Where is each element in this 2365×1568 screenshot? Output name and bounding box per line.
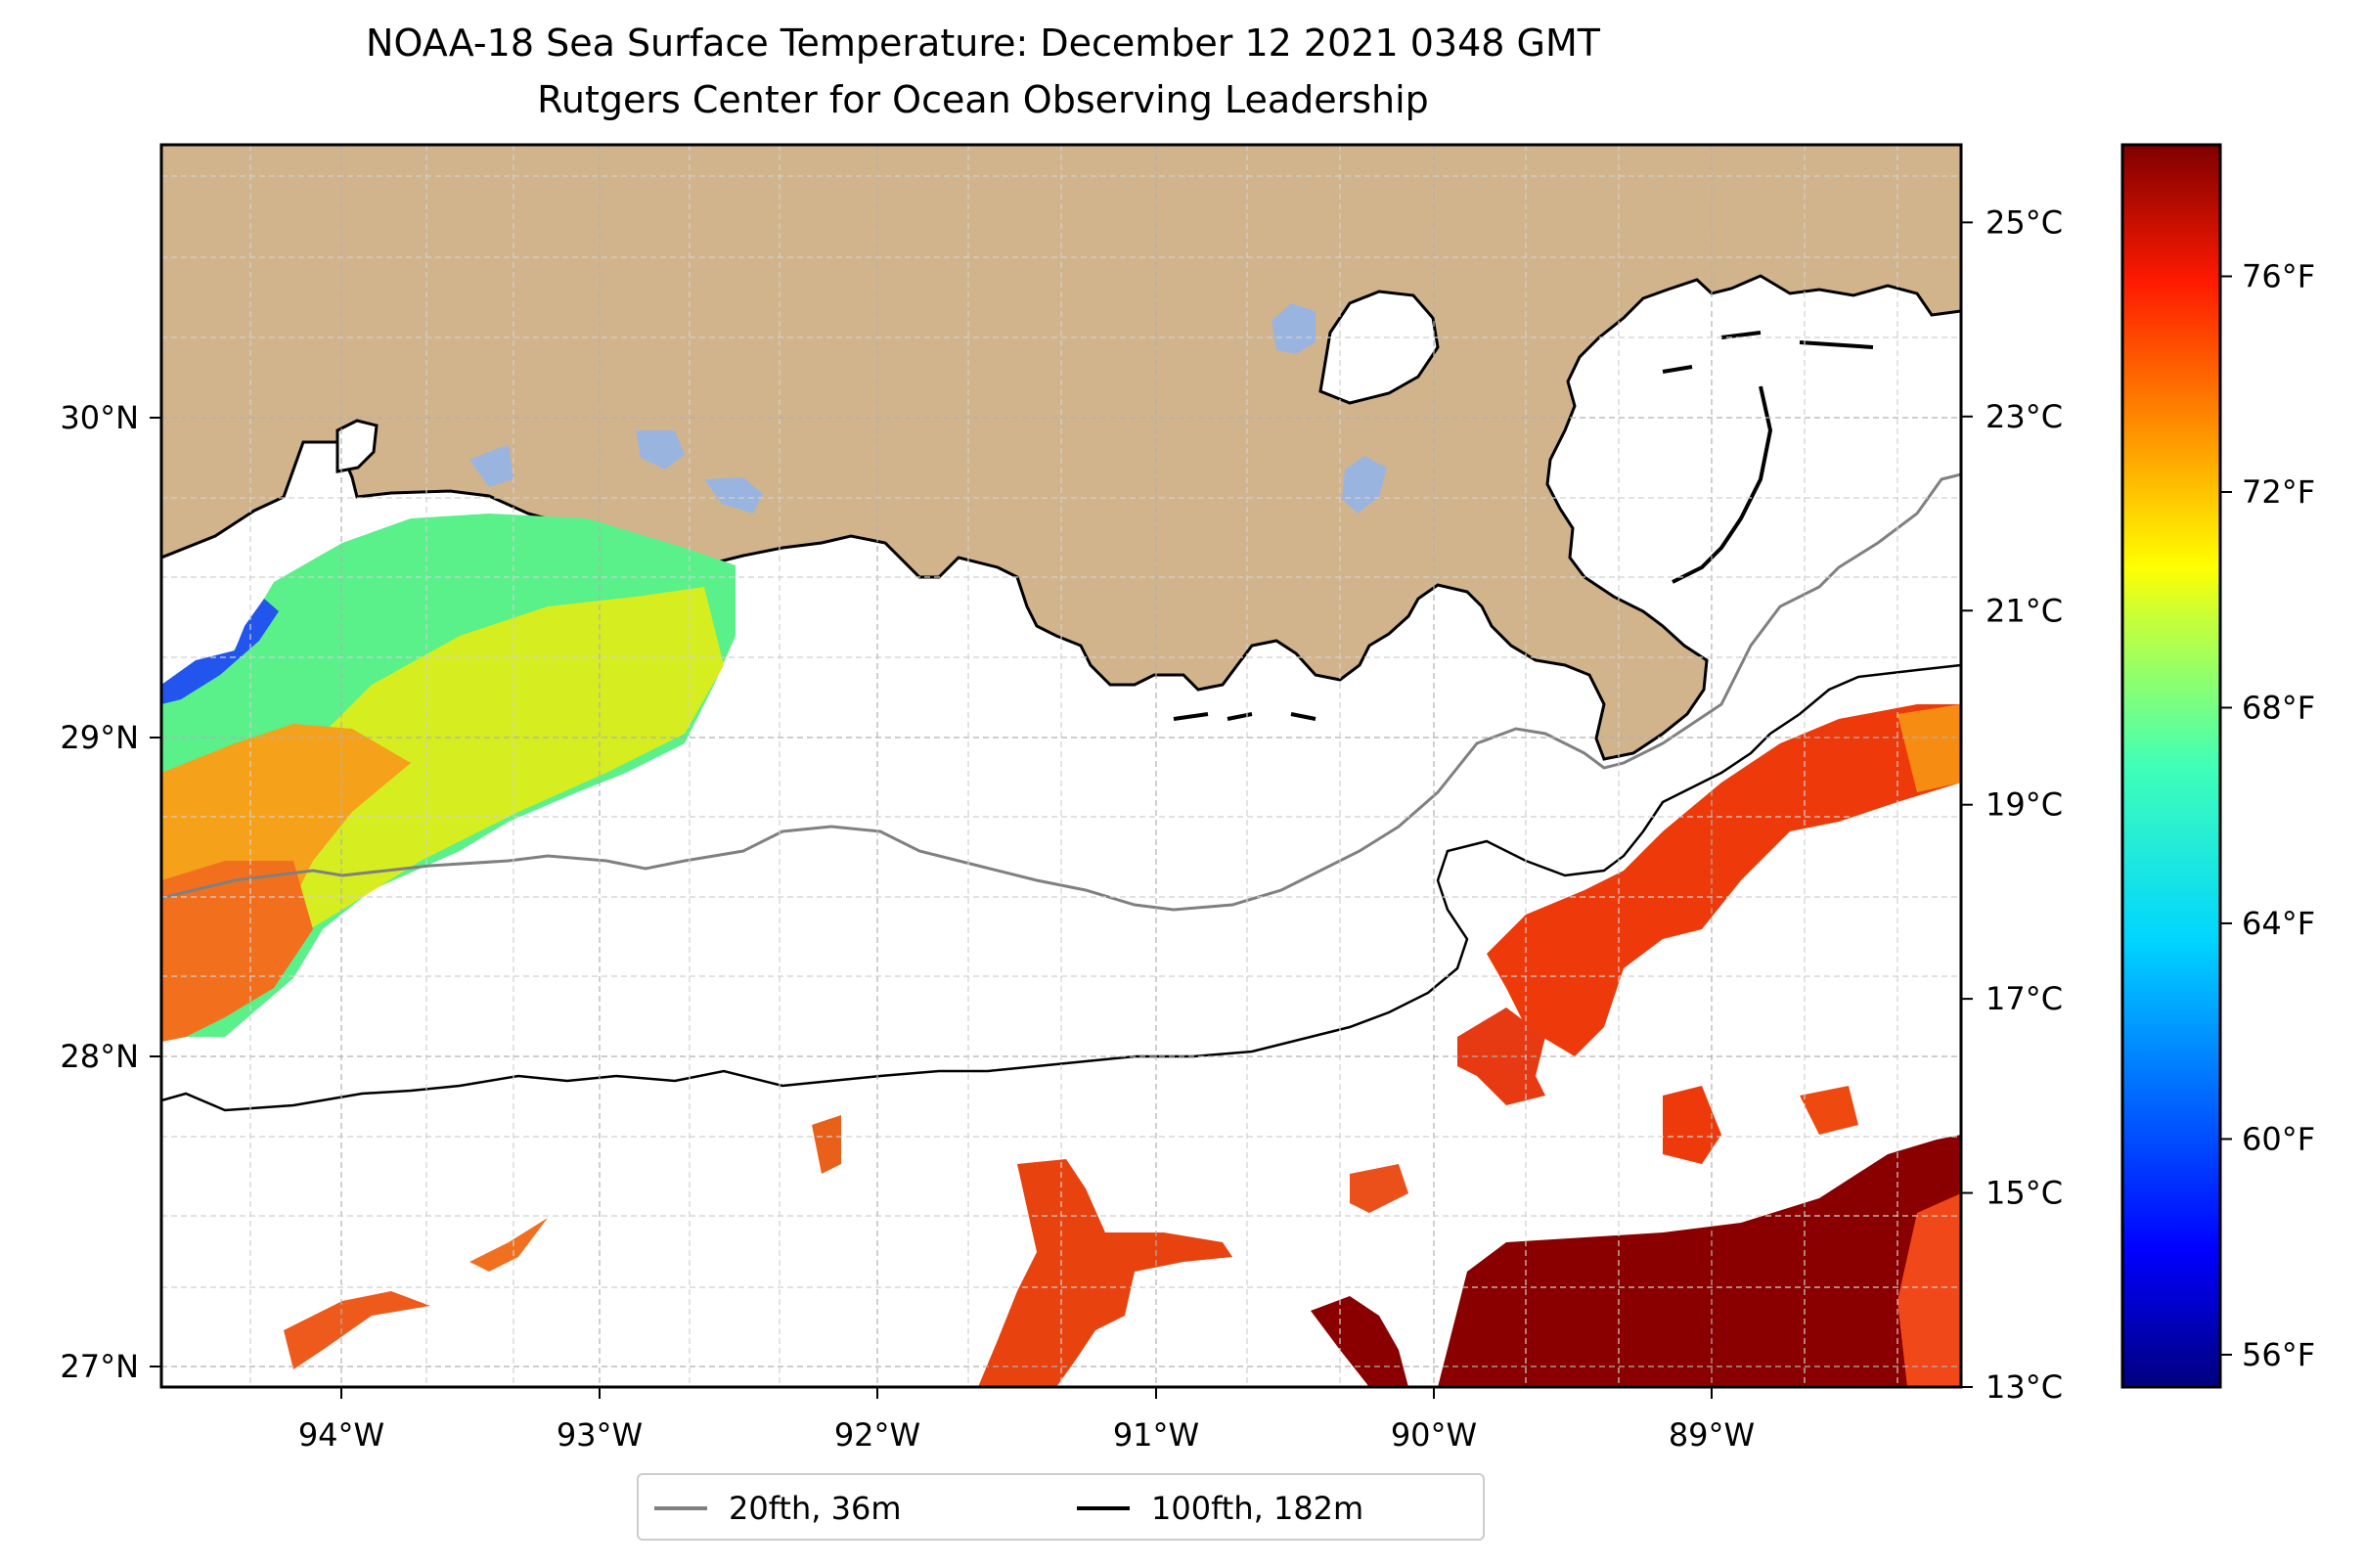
- lake-salvador: [1342, 456, 1387, 514]
- lon-tick-label: 90°W: [1391, 1416, 1477, 1454]
- celsius-tick-label: 15°C: [1986, 1175, 2063, 1212]
- map-subtitle: Rutgers Center for Ocean Observing Leade…: [537, 78, 1429, 121]
- isobath-legend: 20fth, 36m 100fth, 182m: [637, 1473, 1485, 1541]
- lon-tick-label: 92°W: [834, 1416, 920, 1454]
- sst-swath-west-red: [161, 861, 313, 1042]
- legend-item: 100fth, 182m: [1077, 1487, 1363, 1530]
- lat-tick-label: 28°N: [60, 1038, 139, 1075]
- lon-tick-label: 94°W: [298, 1416, 384, 1454]
- lake-calcasieu: [335, 419, 379, 473]
- sst-patch-small-2: [1800, 1086, 1858, 1135]
- sst-patch-east-warm: [1487, 704, 1961, 1056]
- legend-label: 20fth, 36m: [729, 1490, 902, 1527]
- sst-patch-small-3: [812, 1115, 841, 1174]
- sst-swath-west-yellow: [293, 587, 724, 939]
- sst-patch-south-dark-west: [1311, 1296, 1408, 1387]
- legend-item: 20fth, 36m: [654, 1487, 901, 1530]
- lat-tick-label: 27°N: [60, 1348, 139, 1385]
- lat-axis: [150, 417, 161, 1367]
- sst-patch-east-orange: [1897, 704, 1961, 792]
- sst-patch-small-6: [469, 1218, 548, 1272]
- celsius-tick-label: 23°C: [1986, 398, 2063, 435]
- lake-pontchartrain: [1318, 290, 1440, 405]
- fahrenheit-tick-label: 72°F: [2242, 473, 2315, 511]
- sst-patch-southeast-dark: [1438, 1135, 1961, 1387]
- celsius-tick-label: 21°C: [1986, 592, 2063, 629]
- sst-patch-small-5: [284, 1291, 430, 1369]
- colorbar-fahrenheit-ticks: 76°F 72°F 68°F 64°F 60°F 56°F: [2220, 257, 2315, 1373]
- lon-tick-label: 91°W: [1113, 1416, 1199, 1454]
- lon-tick-label: 93°W: [557, 1416, 643, 1454]
- lat-tick-label: 29°N: [60, 719, 139, 756]
- sst-patch-small-1: [1663, 1086, 1721, 1164]
- map-frame: [159, 143, 1963, 1389]
- barrier-islands: [1173, 331, 1874, 721]
- chandeleur-islands: [1672, 385, 1773, 584]
- fahrenheit-tick-label: 76°F: [2242, 257, 2315, 294]
- celsius-tick-label: 17°C: [1986, 980, 2063, 1017]
- sst-patch-small-4: [1350, 1164, 1408, 1213]
- colorbar: [2120, 143, 2222, 1389]
- lat-tick-label: 30°N: [60, 399, 139, 436]
- lake-maurepas: [1272, 303, 1316, 354]
- sst-patch-blue: [161, 599, 279, 704]
- fahrenheit-tick-label: 64°F: [2242, 905, 2315, 942]
- lon-axis: [340, 1387, 1713, 1399]
- lake-white: [469, 445, 513, 487]
- celsius-tick-label: 13°C: [1986, 1368, 2063, 1406]
- fahrenheit-tick-label: 68°F: [2242, 689, 2315, 726]
- fahrenheit-tick-label: 56°F: [2242, 1336, 2315, 1373]
- celsius-tick-label: 19°C: [1986, 786, 2063, 824]
- sst-patch-southeast-bright: [1897, 1193, 1961, 1387]
- colorbar-celsius-ticks: 25°C 23°C 21°C 19°C 17°C 15°C 13°C: [1961, 203, 2063, 1406]
- legend-swatch: [1077, 1506, 1130, 1510]
- map-title: NOAA-18 Sea Surface Temperature: Decembe…: [366, 22, 1600, 65]
- lake-verret: [704, 477, 763, 514]
- legend-label: 100fth, 182m: [1151, 1490, 1364, 1527]
- lon-tick-label: 89°W: [1669, 1416, 1755, 1454]
- legend-swatch: [654, 1506, 707, 1510]
- lake-grand: [636, 430, 685, 470]
- celsius-tick-label: 25°C: [1986, 203, 2063, 241]
- graticule: [161, 145, 1961, 1387]
- fahrenheit-tick-label: 60°F: [2242, 1120, 2315, 1157]
- isobath-100fth: [161, 663, 1961, 1112]
